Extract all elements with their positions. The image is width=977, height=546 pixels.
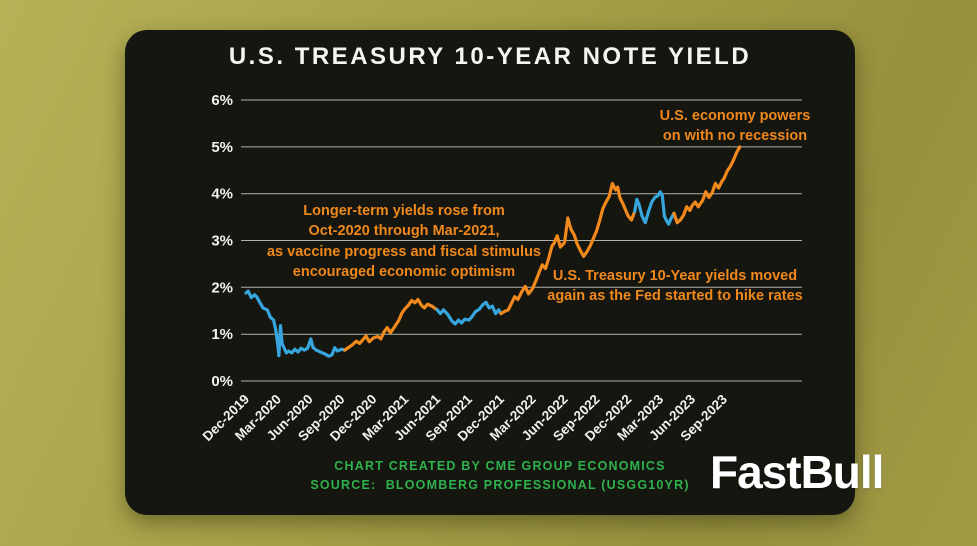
yield-line-segment-blue	[435, 300, 503, 326]
annotation-fed-hike: U.S. Treasury 10-Year yields moved again…	[514, 266, 836, 307]
y-tick-label: 6%	[211, 92, 233, 109]
annotation-line: Longer-term yields rose from	[303, 203, 505, 219]
annotation-line: U.S. Treasury 10-Year yields moved	[552, 268, 798, 284]
y-tick-label: 5%	[211, 139, 233, 156]
yield-line-segment-blue	[633, 190, 676, 226]
chart-footer: CHART CREATED BY CME GROUP ECONOMICS SOU…	[280, 457, 720, 496]
footer-credit: CHART CREATED BY CME GROUP ECONOMICS	[334, 459, 666, 473]
annotation-line: again as the Fed started to hike rates	[547, 288, 803, 305]
y-axis-labels: 0% 1% 2% 3% 4% 5% 6%	[211, 92, 233, 390]
yield-line-segment-orange	[672, 145, 742, 225]
footer-source: SOURCE: BLOOMBERG PROFESSIONAL (USGG10YR…	[310, 478, 690, 493]
y-tick-label: 2%	[211, 279, 233, 296]
y-tick-label: 4%	[211, 186, 233, 203]
yield-line-segment-orange	[499, 181, 637, 316]
annotation-line: on with no recession	[662, 128, 808, 145]
chart-title: U.S. TREASURY 10-YEAR NOTE YIELD	[228, 43, 752, 70]
annotation-line: encouraged economic optimism	[292, 263, 516, 280]
x-axis-labels: Dec-2019Mar-2020Jun-2020Sep-2020Dec-2020…	[200, 391, 731, 444]
yield-line-segment-blue	[244, 289, 347, 358]
chart-card: U.S. TREASURY 10-YEAR NOTE YIELD 0% 1% 2% 3…	[125, 30, 855, 515]
annotation-line: Oct-2020 through Mar-2021,	[308, 223, 500, 240]
chart-plot: 0% 1% 2% 3% 4% 5% 6% Dec-2019Mar-2020Jun-2020Se…	[200, 92, 802, 444]
annotation-line: as vaccine progress and fiscal stimulus	[266, 243, 541, 260]
annotation-no-recession: U.S. economy powers on with no recession	[595, 106, 875, 147]
fastbull-logo: FastBull	[710, 446, 884, 498]
y-tick-label: 1%	[211, 326, 233, 343]
yield-line	[244, 145, 742, 358]
annotation-line: U.S. economy powers	[659, 108, 811, 124]
gridlines	[241, 99, 802, 382]
y-tick-label: 0%	[211, 373, 233, 390]
yield-line-segment-orange	[343, 297, 439, 352]
annotation-vaccine-optimism: Longer-term yields rose from Oct-2020 th…	[242, 201, 566, 282]
y-tick-label: 3%	[211, 233, 233, 250]
